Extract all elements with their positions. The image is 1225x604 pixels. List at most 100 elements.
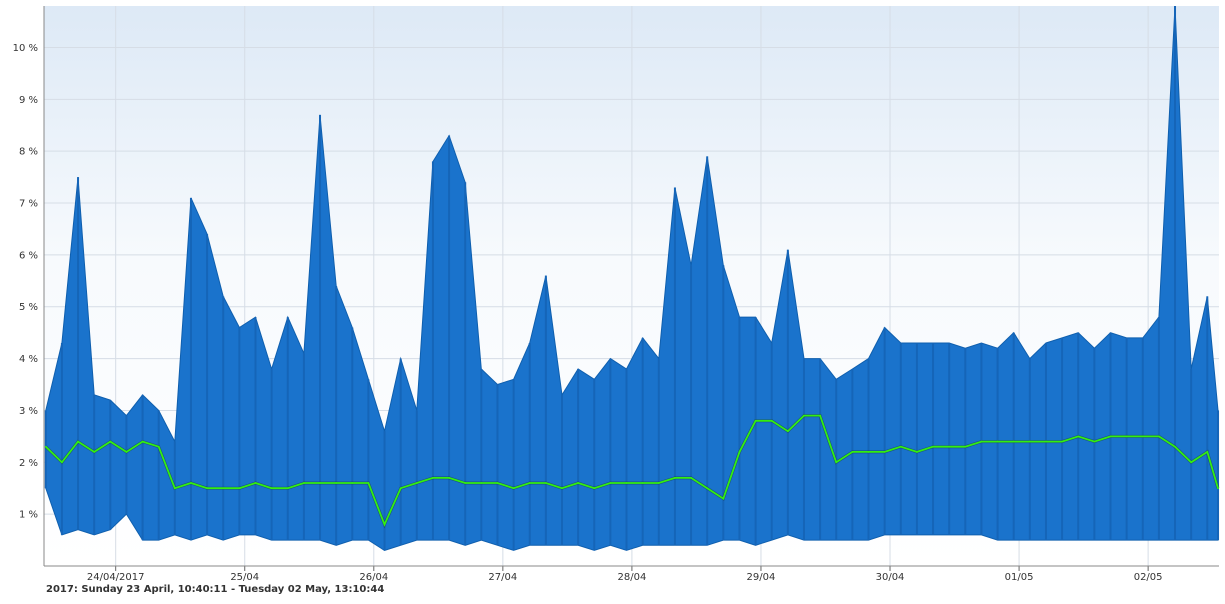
y-tick-label: 7 % bbox=[19, 199, 38, 210]
series-line bbox=[44, 414, 1220, 529]
line-point bbox=[206, 487, 208, 490]
line-point bbox=[1141, 435, 1144, 438]
line-point bbox=[399, 487, 402, 490]
line-point bbox=[528, 482, 531, 484]
line-point bbox=[383, 523, 386, 526]
y-tick-label: 1 % bbox=[19, 510, 38, 521]
line-point bbox=[1157, 435, 1160, 438]
x-tick-labels: 24/04/2017 25/04 26/04 27/04 28/04 29/04 30/04… bbox=[87, 572, 1163, 583]
line-point bbox=[141, 440, 144, 443]
y-tick-label: 6 % bbox=[19, 250, 38, 261]
line-point bbox=[803, 414, 805, 417]
line-point bbox=[480, 482, 483, 484]
line-point bbox=[899, 445, 902, 448]
y-tick-label: 9 % bbox=[19, 95, 38, 106]
line-point bbox=[706, 487, 709, 490]
line-point bbox=[544, 482, 547, 484]
line-point bbox=[44, 445, 47, 448]
line-point bbox=[593, 487, 596, 490]
line-point bbox=[1190, 461, 1193, 464]
line-point bbox=[690, 476, 692, 479]
x-tick-label: 24/04/2017 bbox=[87, 572, 145, 583]
line-point bbox=[996, 440, 999, 443]
line-point bbox=[190, 482, 192, 484]
line-point bbox=[625, 482, 628, 484]
line-point bbox=[819, 414, 822, 417]
line-point bbox=[319, 482, 321, 484]
line-point bbox=[674, 476, 676, 479]
y-tick-label: 3 % bbox=[19, 406, 38, 417]
line-point bbox=[302, 482, 305, 484]
line-point bbox=[1174, 445, 1176, 448]
line-point bbox=[512, 487, 515, 490]
y-tick-label: 5 % bbox=[19, 302, 38, 313]
band-area bbox=[45, 5, 1219, 551]
line-point bbox=[754, 419, 757, 422]
line-point bbox=[496, 482, 499, 484]
line-point bbox=[448, 476, 450, 479]
line-point bbox=[77, 440, 79, 443]
x-tick-label: 02/05 bbox=[1134, 572, 1163, 583]
line-point bbox=[561, 487, 563, 490]
line-point bbox=[1206, 451, 1209, 453]
line-point bbox=[851, 451, 854, 453]
y-tick-labels: 1 % 2 % 3 % 4 % 5 % 6 % 7 % 8 % 9 % 10 % bbox=[13, 43, 38, 521]
line-point bbox=[415, 482, 418, 484]
line-point bbox=[125, 451, 128, 453]
line-point bbox=[335, 482, 338, 484]
y-tick-label: 8 % bbox=[19, 147, 38, 158]
line-point bbox=[1093, 440, 1096, 443]
line-point bbox=[432, 476, 434, 479]
line-point bbox=[157, 445, 160, 448]
line-point bbox=[1045, 440, 1047, 443]
x-tick-label: 30/04 bbox=[876, 572, 905, 583]
line-point bbox=[835, 461, 838, 464]
x-tick-label: 25/04 bbox=[230, 572, 259, 583]
series-band bbox=[44, 5, 1220, 551]
line-point bbox=[286, 487, 289, 490]
line-point bbox=[883, 451, 886, 453]
line-point bbox=[964, 445, 967, 448]
line-point bbox=[1012, 440, 1015, 443]
line-point bbox=[948, 445, 951, 448]
line-point bbox=[1109, 435, 1112, 438]
line-point bbox=[61, 461, 63, 464]
line-point bbox=[464, 482, 467, 484]
line-point bbox=[270, 487, 273, 490]
x-tick-label: 29/04 bbox=[747, 572, 776, 583]
line-point bbox=[609, 482, 612, 484]
line-point bbox=[770, 419, 773, 422]
line-point bbox=[916, 451, 918, 453]
line-point bbox=[351, 482, 354, 484]
line-point bbox=[238, 487, 241, 490]
y-tick-label: 4 % bbox=[19, 354, 38, 365]
line-point bbox=[722, 497, 725, 500]
line-point bbox=[254, 482, 257, 484]
line-point bbox=[657, 482, 660, 484]
y-tick-label: 10 % bbox=[13, 43, 38, 54]
line-point bbox=[109, 440, 112, 443]
x-tick-label: 26/04 bbox=[359, 572, 388, 583]
line-point bbox=[1061, 440, 1063, 443]
x-tick-label: 01/05 bbox=[1005, 572, 1034, 583]
line-point bbox=[1217, 487, 1219, 490]
line-point bbox=[1077, 435, 1080, 438]
line-point bbox=[641, 482, 644, 484]
line-point bbox=[932, 445, 934, 448]
x-tick-label: 27/04 bbox=[488, 572, 517, 583]
line-point bbox=[367, 482, 370, 484]
line-point bbox=[577, 482, 580, 484]
line-point bbox=[1125, 435, 1128, 438]
line-path bbox=[45, 414, 1219, 527]
line-point bbox=[173, 487, 176, 490]
line-point bbox=[786, 430, 789, 433]
axes bbox=[43, 6, 1219, 567]
line-point bbox=[738, 451, 741, 453]
line-point bbox=[93, 451, 96, 453]
y-tick-label: 2 % bbox=[19, 458, 38, 469]
line-point bbox=[980, 440, 983, 443]
date-range-label: 2017: Sunday 23 April, 10:40:11 - Tuesda… bbox=[46, 584, 385, 595]
line-point bbox=[1028, 440, 1031, 443]
